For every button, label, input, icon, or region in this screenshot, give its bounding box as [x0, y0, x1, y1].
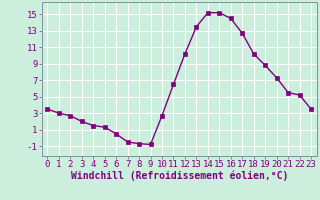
X-axis label: Windchill (Refroidissement éolien,°C): Windchill (Refroidissement éolien,°C): [70, 171, 288, 181]
